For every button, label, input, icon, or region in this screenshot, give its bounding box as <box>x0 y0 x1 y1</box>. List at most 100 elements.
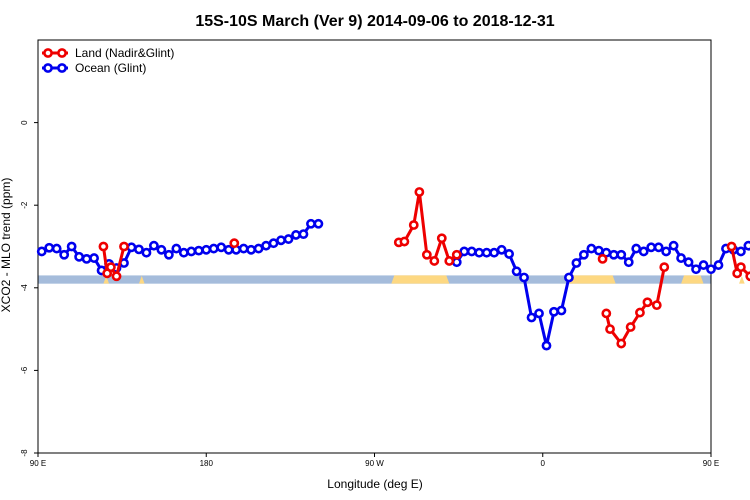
data-point <box>578 249 589 260</box>
data-point <box>534 308 544 319</box>
y-tick-label: -4 <box>20 284 29 292</box>
data-point <box>653 242 664 253</box>
data-point <box>586 243 597 254</box>
y-tick-label: 0 <box>20 120 29 125</box>
data-point <box>238 243 249 254</box>
y-tick-label: -6 <box>20 366 29 374</box>
legend: Land (Nadir&Glint)Ocean (Glint) <box>42 46 174 75</box>
data-point <box>743 240 750 251</box>
data-point <box>156 244 167 255</box>
data-point <box>291 230 301 240</box>
data-point <box>253 243 264 254</box>
data-point <box>683 257 694 268</box>
legend-marker <box>57 48 67 58</box>
data-point <box>504 249 514 259</box>
data-point <box>459 246 470 257</box>
data-point <box>597 253 608 264</box>
legend-marker <box>43 48 53 58</box>
data-point <box>489 247 500 258</box>
data-point <box>635 307 645 318</box>
land-strip-segment <box>103 275 110 284</box>
data-point <box>44 242 55 253</box>
data-point <box>186 246 197 257</box>
data-point <box>81 253 92 264</box>
chart-title: 15S-10S March (Ver 9) 2014-09-06 to 2018… <box>195 13 554 30</box>
data-point <box>605 324 615 334</box>
x-tick-label: 90 E <box>703 459 719 468</box>
data-point <box>541 340 552 351</box>
data-point <box>261 240 271 251</box>
data-point <box>223 244 234 255</box>
data-point <box>98 241 109 252</box>
data-point <box>556 305 567 316</box>
data-point <box>466 246 477 257</box>
data-point <box>216 242 227 253</box>
data-point <box>429 256 440 266</box>
data-point <box>111 271 122 282</box>
data-point <box>736 262 746 273</box>
data-point <box>616 249 627 260</box>
x-axis-label: Longitude (deg E) <box>327 477 422 491</box>
series-ocean <box>36 218 750 351</box>
data-point <box>601 308 612 319</box>
data-point <box>283 234 294 244</box>
ocean-strip <box>38 275 711 284</box>
land-strip-segment <box>391 275 450 284</box>
data-point <box>414 187 425 197</box>
data-point <box>745 271 750 282</box>
legend-label: Land (Nadir&Glint) <box>75 46 174 60</box>
data-point <box>246 244 257 255</box>
data-point <box>229 238 240 249</box>
data-point <box>481 247 492 258</box>
data-point <box>661 246 672 257</box>
data-point <box>593 245 604 256</box>
data-point <box>178 247 189 258</box>
data-point <box>134 244 144 255</box>
data-point <box>421 249 432 260</box>
data-point <box>451 257 462 268</box>
data-point <box>106 262 116 273</box>
data-point <box>451 249 462 260</box>
data-point <box>36 246 47 257</box>
data-point <box>706 264 716 275</box>
data-point <box>571 258 582 268</box>
land-strip-segment <box>138 275 145 284</box>
x-tick-label: 90 E <box>30 459 46 468</box>
x-tick-label: 90 W <box>365 459 384 468</box>
data-point <box>526 312 537 323</box>
data-point <box>713 260 724 270</box>
data-point <box>444 256 455 266</box>
data-point <box>313 218 324 229</box>
data-point <box>625 322 636 332</box>
y-tick-label: -8 <box>20 449 29 457</box>
legend-marker <box>43 63 53 73</box>
data-point <box>171 243 182 254</box>
data-point <box>163 249 174 260</box>
data-point <box>126 242 137 253</box>
data-point <box>298 229 309 240</box>
data-point <box>59 249 70 260</box>
data-point <box>51 243 62 254</box>
data-point <box>623 257 634 268</box>
plot-layer: 90 E 180 90 W 0 90 E 0 -2 -4 -6 -8 <box>20 39 750 468</box>
y-tick-label: -2 <box>20 201 29 209</box>
data-point <box>276 235 286 246</box>
data-point <box>691 264 701 275</box>
data-point <box>511 266 522 277</box>
data-point <box>736 246 746 257</box>
data-point <box>149 240 159 251</box>
data-point <box>193 245 204 256</box>
data-point <box>668 240 679 251</box>
data-point <box>549 306 559 317</box>
data-point <box>474 247 485 258</box>
data-point <box>66 241 77 252</box>
data-point <box>608 249 619 260</box>
data-point <box>408 220 419 230</box>
data-point <box>74 251 85 262</box>
land-strip-segment <box>739 275 745 284</box>
data-point <box>141 247 152 258</box>
data-point <box>638 246 649 257</box>
data-point <box>726 241 737 252</box>
data-point <box>89 253 99 263</box>
data-point <box>646 242 657 253</box>
